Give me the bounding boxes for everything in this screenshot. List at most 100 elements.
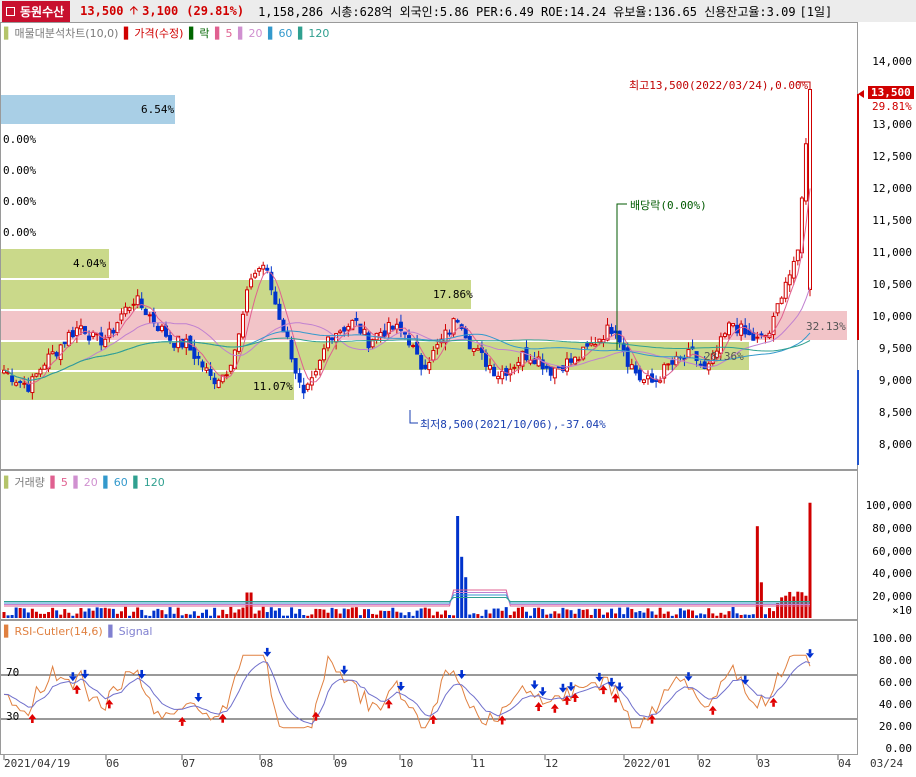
buy-arrow-icon [611, 693, 620, 699]
legend-rsi: RSI-Cutler(14,6) [14, 625, 103, 638]
volume-bar [557, 613, 561, 618]
candle-body [500, 370, 505, 380]
volume-bar [209, 615, 213, 618]
rsi-tick: 60.00 [878, 676, 912, 689]
legend-vol-ma20: 20 [83, 476, 98, 489]
volume-bar [682, 610, 686, 618]
volume-chart-panel[interactable] [0, 470, 858, 620]
candle-body [249, 278, 254, 288]
volume-bar [577, 608, 581, 618]
volume-bar [610, 608, 614, 618]
candle-body [224, 374, 229, 377]
volume-bar [646, 608, 650, 618]
legend-signal: Signal [118, 625, 153, 638]
volume-bar [456, 516, 460, 618]
volume-bar [658, 607, 662, 618]
sell-arrow-icon [598, 672, 601, 677]
candle-body [718, 336, 723, 354]
price-change: 3,100 [142, 4, 179, 18]
buy-arrow-icon [553, 708, 557, 713]
rsi-chart-panel[interactable] [0, 620, 858, 755]
sell-arrow-icon [399, 681, 403, 686]
stock-name: 동원수산 [20, 4, 65, 19]
stock-name-button[interactable]: 동원수산 [2, 0, 71, 22]
candle-body [240, 313, 245, 338]
candle-body [139, 298, 144, 309]
volume-bar [67, 612, 71, 618]
candle-body [111, 329, 116, 334]
volume-bar [379, 610, 383, 618]
volume-bar [148, 615, 152, 618]
volume-bar [152, 610, 156, 618]
x-label-end: 03/24 [870, 757, 904, 770]
volume-bar [460, 556, 464, 618]
candle-body [236, 333, 241, 352]
volume-bar [237, 609, 241, 618]
price-legend: ▌ 매물대분석차트(10,0) ▌ 가격(수정) ▌ 락 ▌ 5 ▌ 20 ▌ 60 ▌ 12… [4, 25, 331, 41]
volume-bar [707, 608, 711, 618]
candle-body [91, 331, 96, 337]
volume-bar [593, 608, 597, 618]
buy-arrow-icon [31, 718, 34, 723]
volume-bar [362, 609, 366, 618]
price-tick: 9,500 [878, 342, 912, 355]
candle-body [87, 335, 92, 341]
price-tick: 9,000 [878, 374, 912, 387]
candle-body [66, 331, 71, 346]
volume-bar [318, 609, 322, 618]
volume-bar [804, 595, 808, 618]
candle-body [475, 348, 480, 351]
legend-vol-ma5: 5 [60, 476, 68, 489]
candle-body [471, 348, 476, 352]
candle-body [581, 346, 586, 360]
volume-multiplier: ×10 [892, 604, 912, 617]
volume-bar [500, 610, 504, 618]
volume-bar [674, 614, 678, 618]
volume-bar [403, 615, 407, 618]
profile-label: 28.36% [704, 350, 744, 363]
volume-bar [423, 607, 427, 618]
sell-arrow-icon [607, 681, 616, 687]
candle-body [354, 317, 359, 321]
candle-body [419, 355, 424, 370]
volume-bar [731, 607, 735, 618]
volume-bar [626, 607, 630, 618]
volume-bar [160, 610, 164, 618]
volume-bar [18, 607, 22, 618]
volume-bar [537, 607, 541, 618]
volume-bar [686, 609, 690, 618]
legend-marker-icon: ▌ [4, 27, 13, 40]
candle-body [564, 358, 569, 372]
candle-body [569, 358, 574, 363]
buy-arrow-icon [599, 685, 608, 691]
candle-body [382, 330, 387, 337]
volume-bar [128, 615, 132, 618]
volume-ma-line [4, 597, 810, 602]
candle-body [107, 328, 112, 339]
volume-bar [306, 615, 310, 618]
candle-body [637, 369, 642, 381]
period-selector[interactable]: [1일] [799, 4, 833, 19]
candle-body [516, 361, 521, 367]
candle-body [447, 332, 452, 335]
candle-body [645, 375, 650, 380]
candle-body [38, 368, 43, 375]
legend-vol-ma120: 120 [143, 476, 165, 489]
candle-body [127, 307, 132, 311]
x-label: 2021/04/19 [4, 757, 71, 770]
volume-bar [281, 615, 285, 618]
volume-bar [184, 613, 188, 618]
legend-ma5: 5 [225, 27, 233, 40]
price-tick: 12,000 [872, 182, 912, 195]
sell-arrow-icon [541, 687, 544, 692]
candle-body [26, 383, 31, 392]
candle-body [285, 331, 290, 338]
volume-bar [747, 614, 751, 618]
candle-body [212, 377, 217, 385]
x-label: 12 [545, 757, 559, 770]
volume-bar [767, 608, 771, 618]
candle-body [536, 356, 541, 367]
candle-body [556, 366, 561, 369]
volume-bar [71, 615, 75, 618]
candle-body [10, 375, 15, 383]
